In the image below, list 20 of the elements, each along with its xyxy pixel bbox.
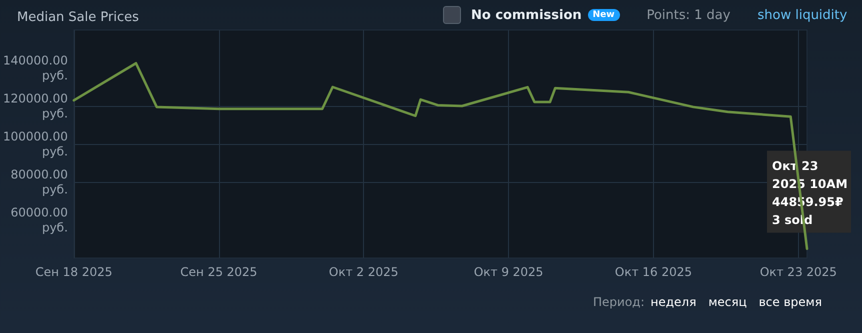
text: No commission: [471, 8, 582, 22]
text: неделя: [650, 295, 696, 309]
text: Points: 1 day: [646, 8, 730, 22]
text: месяц: [708, 295, 747, 309]
text: New: [588, 9, 620, 21]
x-tick-label: Окт 2 2025: [328, 265, 398, 279]
x-tick-label: Окт 16 2025: [614, 265, 692, 279]
y-tick-label: 60000.00 руб.: [10, 206, 68, 234]
text: Период:: [593, 295, 645, 309]
x-tick-label: Сен 18 2025: [35, 265, 112, 279]
y-tick-label: 120000.00 руб.: [2, 92, 68, 120]
text: show liquidity: [757, 8, 848, 22]
y-tick-label: 100000.00 руб.: [2, 130, 68, 158]
x-tick-label: Окт 9 2025: [474, 265, 544, 279]
x-tick-label: Окт 23 2025: [760, 265, 837, 279]
text: все время: [758, 295, 822, 309]
y-tick-label: 140000.00 руб.: [2, 54, 68, 82]
x-tick-label: Сен 25 2025: [180, 265, 258, 279]
chart-title: Median Sale Prices: [17, 10, 140, 25]
y-tick-label: 80000.00 руб.: [10, 168, 68, 196]
